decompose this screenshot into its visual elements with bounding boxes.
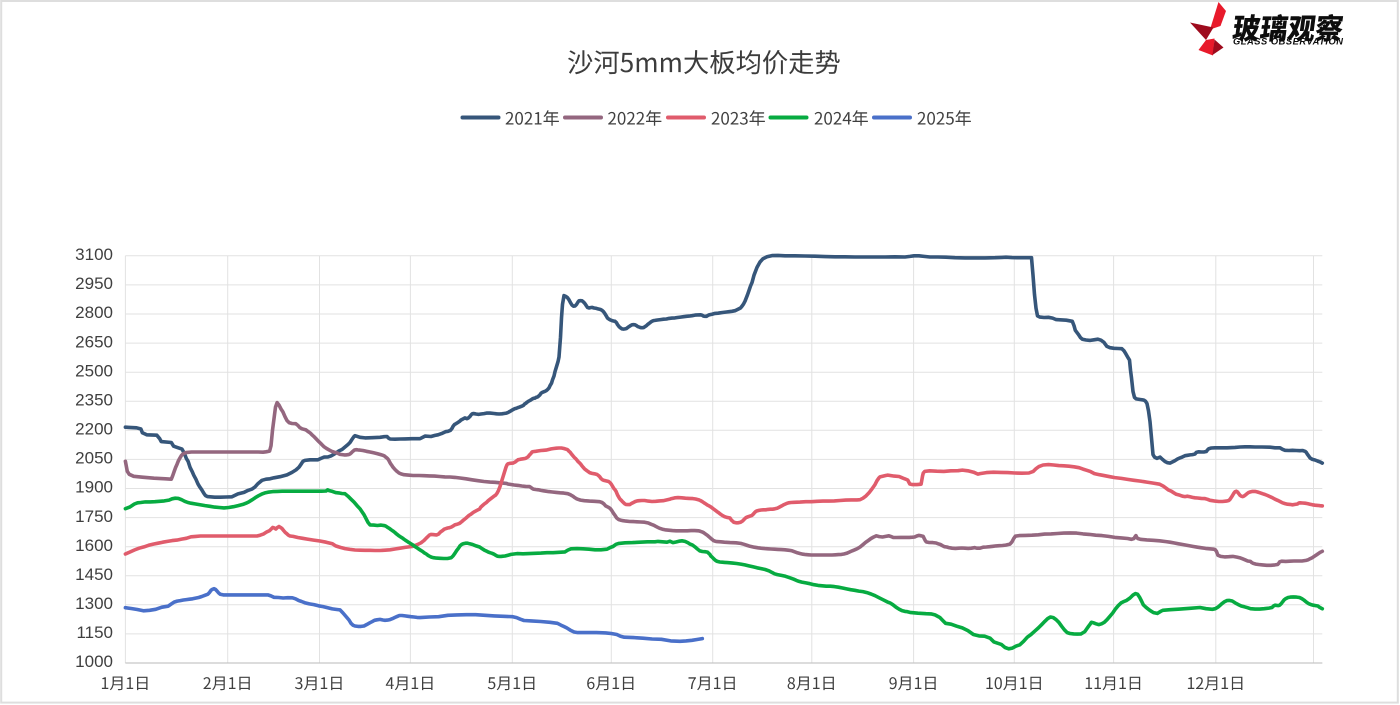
svg-text:2200: 2200 xyxy=(75,420,113,439)
svg-text:2050: 2050 xyxy=(75,449,113,468)
svg-text:2350: 2350 xyxy=(75,390,113,409)
svg-text:1000: 1000 xyxy=(75,652,113,671)
svg-text:2650: 2650 xyxy=(75,332,113,351)
svg-text:1300: 1300 xyxy=(75,594,113,613)
svg-text:2500: 2500 xyxy=(75,361,113,380)
svg-text:1450: 1450 xyxy=(75,565,113,584)
svg-text:GLASS OBSERVATION: GLASS OBSERVATION xyxy=(1233,36,1343,46)
svg-text:1750: 1750 xyxy=(75,507,113,526)
svg-text:1600: 1600 xyxy=(75,536,113,555)
svg-text:1900: 1900 xyxy=(75,478,113,497)
svg-text:2950: 2950 xyxy=(75,274,113,293)
svg-text:3100: 3100 xyxy=(75,245,113,264)
svg-text:2800: 2800 xyxy=(75,303,113,322)
svg-text:1150: 1150 xyxy=(76,623,113,642)
